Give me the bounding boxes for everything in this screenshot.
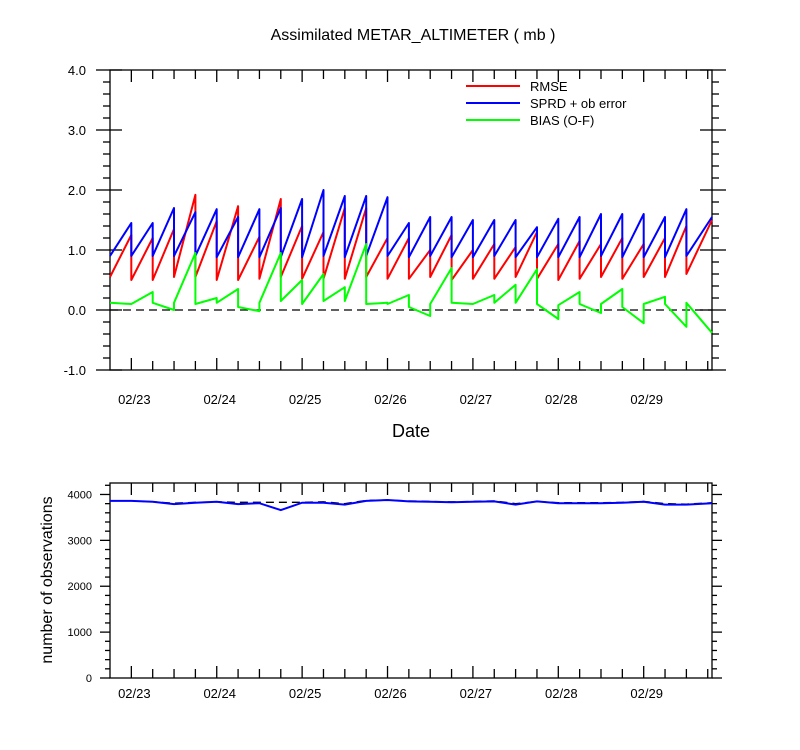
x-tick-label: 02/26 [374,392,407,407]
y-tick-label: 1.0 [68,243,86,258]
y-tick-label: 0 [86,673,92,685]
x-tick-label: 02/26 [374,686,407,701]
top-axis-ticks [96,69,726,371]
x-tick-label: 02/27 [460,392,493,407]
x-tick-label: 02/24 [203,392,236,407]
series-line-bias-o-f [109,243,713,334]
x-tick-label: 02/25 [289,686,322,701]
top-series-lines [109,189,713,334]
x-tick-label: 02/29 [630,392,663,407]
series-line-sprd-ob-error [109,189,713,259]
legend-label: SPRD + ob error [530,96,627,111]
legend-label: BIAS (O-F) [530,113,594,128]
legend-label: RMSE [530,79,568,94]
y-tick-label: 2000 [68,581,92,593]
x-axis-label: Date [392,421,430,441]
top-x-tick-labels: 02/23 02/24 02/25 02/26 02/27 02/28 02/29 [118,392,663,407]
legend: RMSE SPRD + ob error BIAS (O-F) [466,79,627,128]
y-tick-label: 3.0 [68,123,86,138]
x-tick-label: 02/28 [545,686,578,701]
rmse-chart: Assimilated METAR_ALTIMETER ( mb ) -1.0 0… [64,27,726,441]
chart-title: Assimilated METAR_ALTIMETER ( mb ) [271,27,556,44]
y-tick-label: 0.0 [68,303,86,318]
y-tick-label: 4.0 [68,63,86,78]
x-tick-label: 02/24 [203,686,236,701]
x-tick-label: 02/25 [289,392,322,407]
y-tick-label: 1000 [68,627,92,639]
bottom-y-tick-labels: 0 1000 2000 3000 4000 [68,489,92,685]
y-tick-label: 3000 [68,535,92,547]
series-line-assimilated-observations [110,498,713,512]
bottom-x-tick-labels: 02/23 02/24 02/25 02/26 02/27 02/28 02/29 [118,686,663,701]
top-y-tick-labels: -1.0 0.0 1.0 2.0 3.0 4.0 [64,63,86,378]
x-tick-label: 02/23 [118,686,151,701]
x-tick-label: 02/27 [460,686,493,701]
bottom-series-lines [110,498,713,512]
y-axis-label: number of observations [39,496,56,663]
y-tick-label: 2.0 [68,183,86,198]
bottom-axis-ticks [100,483,722,679]
x-tick-label: 02/29 [630,686,663,701]
x-tick-label: 02/28 [545,392,578,407]
y-tick-label: -1.0 [64,363,86,378]
x-tick-label: 02/23 [118,392,151,407]
y-tick-label: 4000 [68,489,92,501]
bottom-plot-frame [109,482,713,679]
